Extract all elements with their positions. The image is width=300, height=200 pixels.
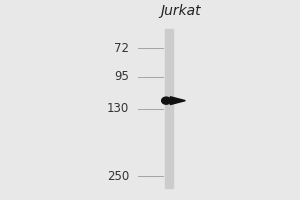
Text: 72: 72 bbox=[114, 42, 129, 55]
Bar bbox=[165, 29, 173, 188]
Polygon shape bbox=[170, 97, 185, 105]
Text: 95: 95 bbox=[115, 70, 129, 83]
Text: Jurkat: Jurkat bbox=[160, 4, 201, 18]
Text: 250: 250 bbox=[107, 170, 129, 183]
Ellipse shape bbox=[162, 97, 171, 104]
Text: 130: 130 bbox=[107, 102, 129, 115]
